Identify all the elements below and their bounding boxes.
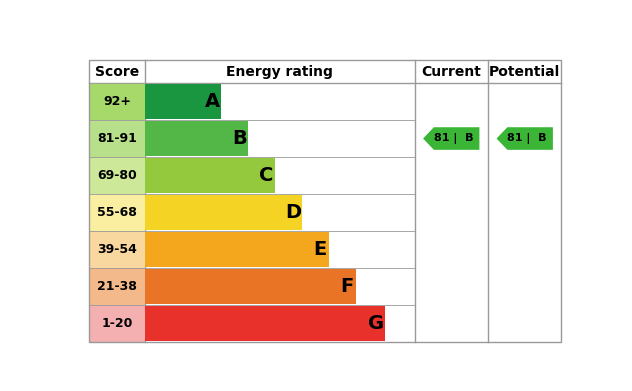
Text: 81-91: 81-91 xyxy=(97,132,137,145)
Text: 21-38: 21-38 xyxy=(97,280,137,293)
Text: Score: Score xyxy=(95,65,139,79)
Bar xyxy=(145,232,329,267)
Text: C: C xyxy=(259,166,273,185)
Polygon shape xyxy=(423,127,480,150)
Text: B: B xyxy=(232,129,246,148)
Text: 1-20: 1-20 xyxy=(101,317,133,330)
Text: 55-68: 55-68 xyxy=(97,206,137,219)
Bar xyxy=(88,231,145,268)
Bar xyxy=(145,121,248,156)
Text: Current: Current xyxy=(422,65,481,79)
Text: Energy rating: Energy rating xyxy=(226,65,333,79)
Bar xyxy=(88,305,145,342)
Bar xyxy=(145,84,221,119)
Text: 92+: 92+ xyxy=(103,95,131,108)
Bar xyxy=(145,306,385,341)
Text: Potential: Potential xyxy=(489,65,561,79)
Bar xyxy=(145,195,302,230)
Text: E: E xyxy=(313,240,327,259)
Text: 69-80: 69-80 xyxy=(97,169,137,182)
Bar xyxy=(88,157,145,194)
Text: F: F xyxy=(340,277,353,296)
Bar xyxy=(88,194,145,231)
Text: D: D xyxy=(285,203,301,222)
Bar xyxy=(88,120,145,157)
Polygon shape xyxy=(497,127,553,150)
Bar xyxy=(88,268,145,305)
Bar xyxy=(145,158,275,193)
Text: G: G xyxy=(368,314,384,333)
Bar xyxy=(88,83,145,120)
Bar xyxy=(145,269,356,304)
Text: 81 |  B: 81 | B xyxy=(507,133,547,144)
Text: 39-54: 39-54 xyxy=(97,243,137,256)
Text: A: A xyxy=(205,92,220,111)
Text: 81 |  B: 81 | B xyxy=(434,133,473,144)
